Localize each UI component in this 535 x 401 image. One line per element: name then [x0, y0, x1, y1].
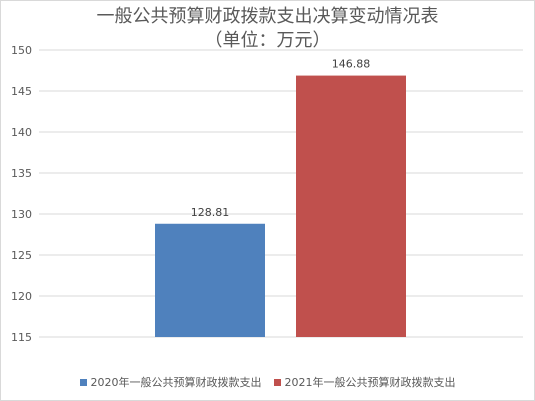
y-tick-label-140: 140: [11, 126, 32, 139]
chart-title: 一般公共预算财政拨款支出决算变动情况表 （单位：万元）: [1, 5, 534, 53]
legend-item-2020: 2020年一般公共预算财政拨款支出: [79, 374, 262, 390]
data-label-1: 146.88: [332, 58, 371, 71]
y-tick-label-125: 125: [11, 249, 32, 262]
y-tick-label-115: 115: [11, 331, 32, 344]
y-tick-label-145: 145: [11, 85, 32, 98]
legend-label-2021: 2021年一般公共预算财政拨款支出: [284, 376, 456, 389]
y-tick-label-135: 135: [11, 167, 32, 180]
data-label-0: 128.81: [191, 206, 230, 219]
y-tick-label-150: 150: [11, 44, 32, 57]
legend-label-2020: 2020年一般公共预算财政拨款支出: [90, 376, 262, 389]
bar-1: [296, 75, 406, 338]
chart-title-main: 一般公共预算财政拨款支出决算变动情况表: [96, 6, 439, 27]
bar-0: [155, 223, 265, 337]
chart-title-unit: （单位：万元）: [204, 30, 331, 51]
y-tick-label-130: 130: [11, 208, 32, 221]
legend-swatch-2020: [79, 378, 87, 386]
legend-item-2021: 2021年一般公共预算财政拨款支出: [273, 374, 456, 390]
y-tick-label-120: 120: [11, 290, 32, 303]
legend-swatch-2021: [273, 378, 281, 386]
chart-legend: 2020年一般公共预算财政拨款支出 2021年一般公共预算财政拨款支出: [1, 374, 534, 390]
